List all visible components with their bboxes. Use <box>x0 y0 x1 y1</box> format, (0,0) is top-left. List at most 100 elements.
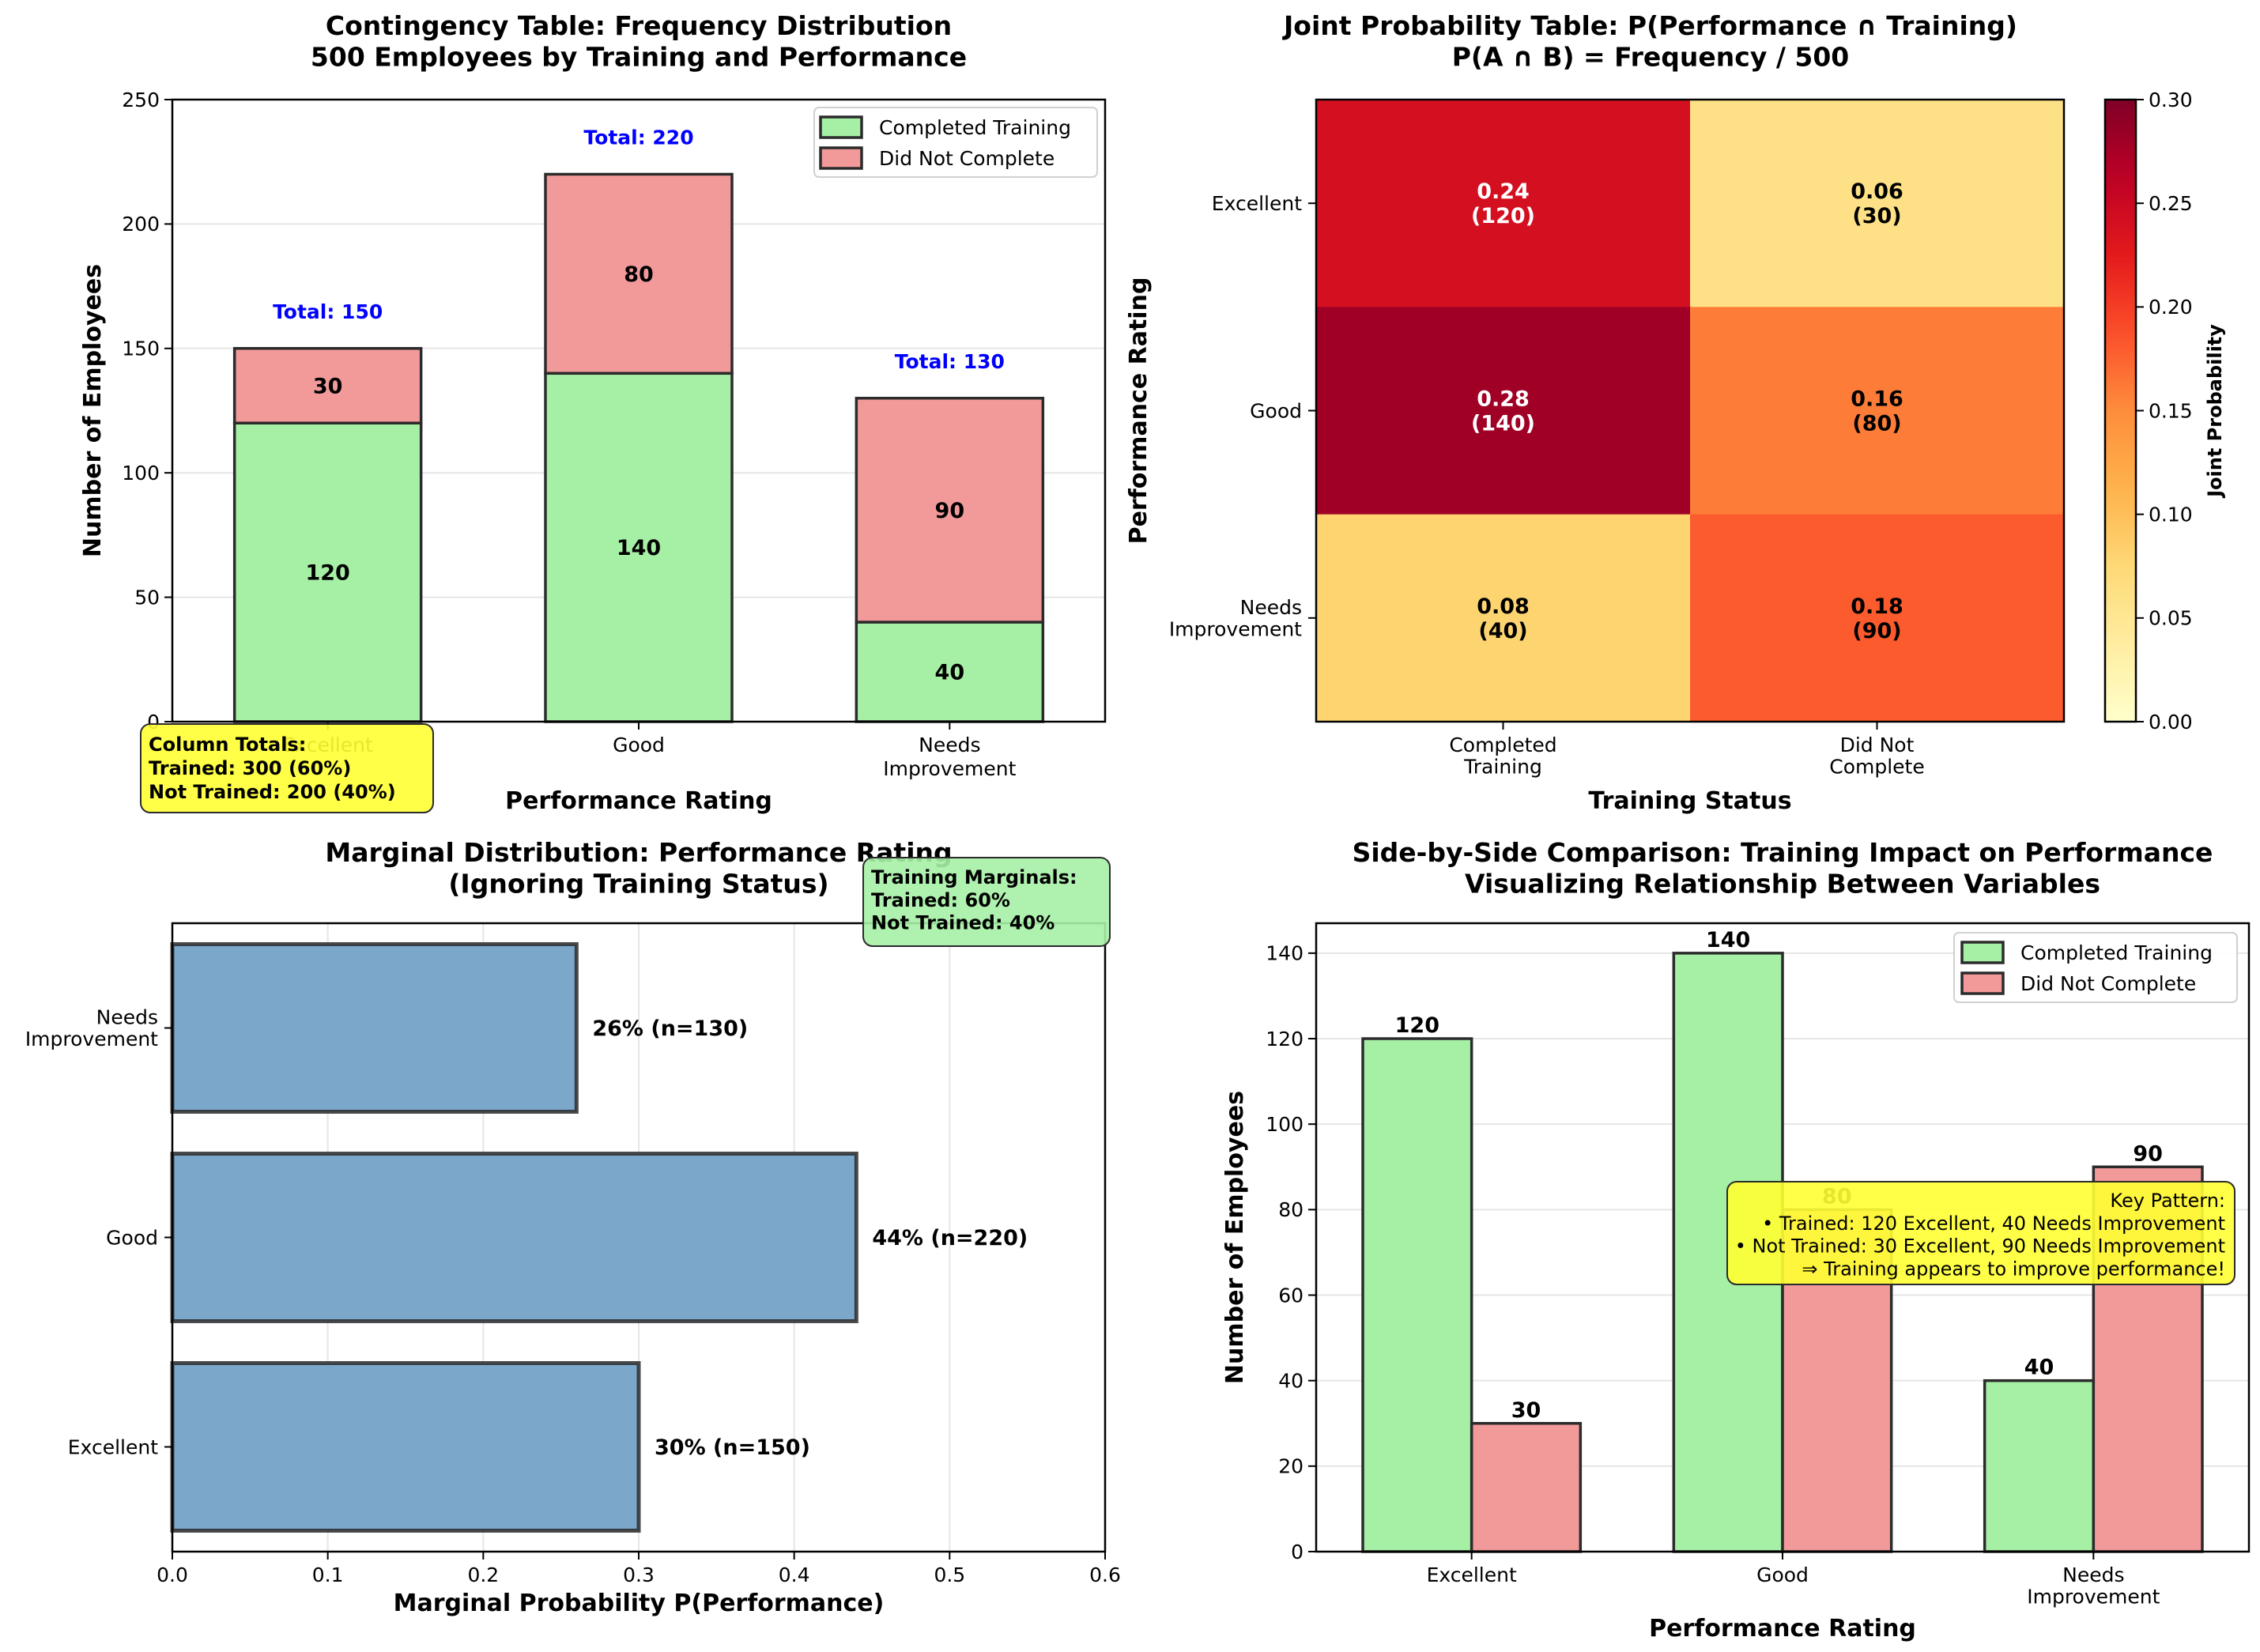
y-tick-label: Excellent <box>68 1435 158 1458</box>
marginal-chart: Marginal Distribution: Performance Ratin… <box>25 837 1121 1617</box>
marginal-bar <box>170 1361 641 1533</box>
annotation-box <box>140 723 434 813</box>
y-tick-label: 20 <box>1278 1455 1304 1478</box>
y-tick-label: 100 <box>1266 1113 1304 1136</box>
legend-frame <box>1953 932 2238 1003</box>
bar-value-label: 80 <box>624 262 654 287</box>
bar-trained <box>1983 1379 2096 1553</box>
x-tick-label: 0.0 <box>157 1563 188 1586</box>
x-tick-label: Excellent <box>1427 1563 1517 1586</box>
x-tick-label: Did Not Complete <box>1829 734 1924 779</box>
colorbar-tick-label: 0.20 <box>2149 296 2193 319</box>
heatmap-cell <box>1690 100 2065 307</box>
y-tick-label: Needs Improvement <box>1169 596 1302 641</box>
x-tick-label: Needs Improvement <box>2027 1563 2160 1609</box>
x-tick-label: 0.5 <box>934 1563 965 1586</box>
bar-value-label: 30% (n=150) <box>655 1435 810 1460</box>
marginal-bar <box>170 1152 858 1323</box>
x-tick-label: 0.3 <box>623 1563 655 1586</box>
legend-swatch-not-trained <box>819 146 863 170</box>
annotation-text: Key Pattern: • Trained: 120 Excellent, 40… <box>1735 1190 2225 1280</box>
x-tick-label: Good <box>613 734 665 756</box>
y-tick-label: 60 <box>1278 1284 1304 1307</box>
y-tick-label: 120 <box>1266 1028 1304 1050</box>
y-axis-label: Number of Employees <box>1221 1091 1249 1384</box>
x-axis-label: Marginal Probability P(Performance) <box>394 1590 885 1617</box>
heatmap-cell <box>1690 307 2065 515</box>
legend-swatch-not-trained <box>1960 971 2005 995</box>
y-tick-label: 50 <box>134 586 160 609</box>
x-tick-label: Needs Improvement <box>883 734 1016 780</box>
chart-title: Contingency Table: Frequency Distributio… <box>311 10 967 73</box>
y-tick-label: 150 <box>122 338 160 360</box>
annotation-box <box>862 857 1111 947</box>
x-tick-label: Good <box>1756 1563 1809 1586</box>
bar-value-label: 40 <box>2024 1356 2054 1380</box>
annotation-box <box>1726 1181 2235 1285</box>
cell-label: 0.06 (30) <box>1851 179 1903 228</box>
x-tick-label: 0.6 <box>1089 1563 1121 1586</box>
y-tick-label: Excellent <box>1212 192 1302 215</box>
heatmap-cell <box>1316 514 1691 722</box>
bar-value-label: 120 <box>305 561 349 586</box>
legend: Completed Training Did Not Complete <box>1953 932 2238 1003</box>
bar-trained <box>544 372 734 723</box>
cell-label: 0.24 (120) <box>1471 179 1535 228</box>
contingency-chart: Contingency Table: Frequency Distributio… <box>79 10 1107 815</box>
marginal-bar <box>170 942 579 1114</box>
total-label: Total: 150 <box>273 300 383 323</box>
y-tick-label: 250 <box>122 89 160 111</box>
y-tick-label: Needs Improvement <box>25 1006 158 1051</box>
y-tick-label: Good <box>1250 399 1302 422</box>
y-tick-label: Good <box>106 1226 158 1249</box>
legend-label: Did Not Complete <box>2020 972 2196 995</box>
bar-not-trained <box>232 347 423 424</box>
annotation-text: Training Marginals: Trained: 60% Not Train… <box>871 866 1077 934</box>
y-tick-label: 100 <box>122 462 160 485</box>
bar-trained <box>232 421 423 723</box>
x-axis-label: Training Status <box>1588 787 1791 815</box>
bar-value-label: 30 <box>313 374 343 398</box>
colorbar <box>2103 98 2137 723</box>
colorbar-tick-label: 0.05 <box>2149 607 2193 630</box>
bar-value-label: 140 <box>1706 928 1750 952</box>
cell-label: 0.18 (90) <box>1851 594 1903 643</box>
bar-trained <box>1361 1037 1473 1553</box>
chart-title: Marginal Distribution: Performance Ratin… <box>325 837 952 900</box>
x-tick-label: 0.4 <box>779 1563 810 1586</box>
y-tick-label: 200 <box>122 213 160 236</box>
chart-title: Side-by-Side Comparison: Training Impact… <box>1353 837 2213 900</box>
bar-not-trained <box>855 397 1045 624</box>
colorbar-tick-label: 0.25 <box>2149 192 2193 215</box>
x-tick-label: 0.1 <box>312 1563 344 1586</box>
bar-value-label: 120 <box>1395 1013 1439 1038</box>
x-tick-label: 0.2 <box>467 1563 499 1586</box>
x-axis-label: Performance Rating <box>505 787 772 815</box>
joint-heatmap: Joint Probability Table: P(Performance ∩… <box>1125 10 2226 815</box>
bar-value-label: 44% (n=220) <box>872 1226 1028 1250</box>
x-axis-label: Performance Rating <box>1649 1615 1916 1643</box>
cell-label: 0.28 (140) <box>1471 387 1535 436</box>
heatmap-cell <box>1316 307 1691 515</box>
axes-frame <box>171 98 1107 723</box>
bar-value-label: 26% (n=130) <box>592 1016 748 1041</box>
bar-not-trained <box>1470 1422 1583 1553</box>
colorbar-tick-label: 0.15 <box>2149 399 2193 422</box>
colorbar-tick-label: 0.30 <box>2149 89 2193 111</box>
y-tick-label: 140 <box>1266 942 1304 965</box>
y-tick-label: 40 <box>1278 1369 1304 1392</box>
cell-label: 0.16 (80) <box>1851 387 1903 436</box>
y-axis-label: Performance Rating <box>1125 277 1153 545</box>
legend: Completed Training Did Not Complete <box>813 107 1098 178</box>
legend-swatch-trained <box>819 115 863 139</box>
bar-value-label: 90 <box>2133 1141 2163 1166</box>
total-label: Total: 220 <box>583 126 693 149</box>
colorbar-tick-label: 0.10 <box>2149 503 2193 526</box>
y-tick-label: 0 <box>1291 1541 1304 1563</box>
annotation-text: Column Totals: Trained: 300 (60%) Not Trai… <box>149 734 396 803</box>
axes-frame <box>1315 922 2251 1553</box>
chart-title: Joint Probability Table: P(Performance ∩… <box>1282 10 2017 73</box>
legend-frame <box>813 107 1098 178</box>
y-tick-label: 80 <box>1278 1198 1304 1221</box>
